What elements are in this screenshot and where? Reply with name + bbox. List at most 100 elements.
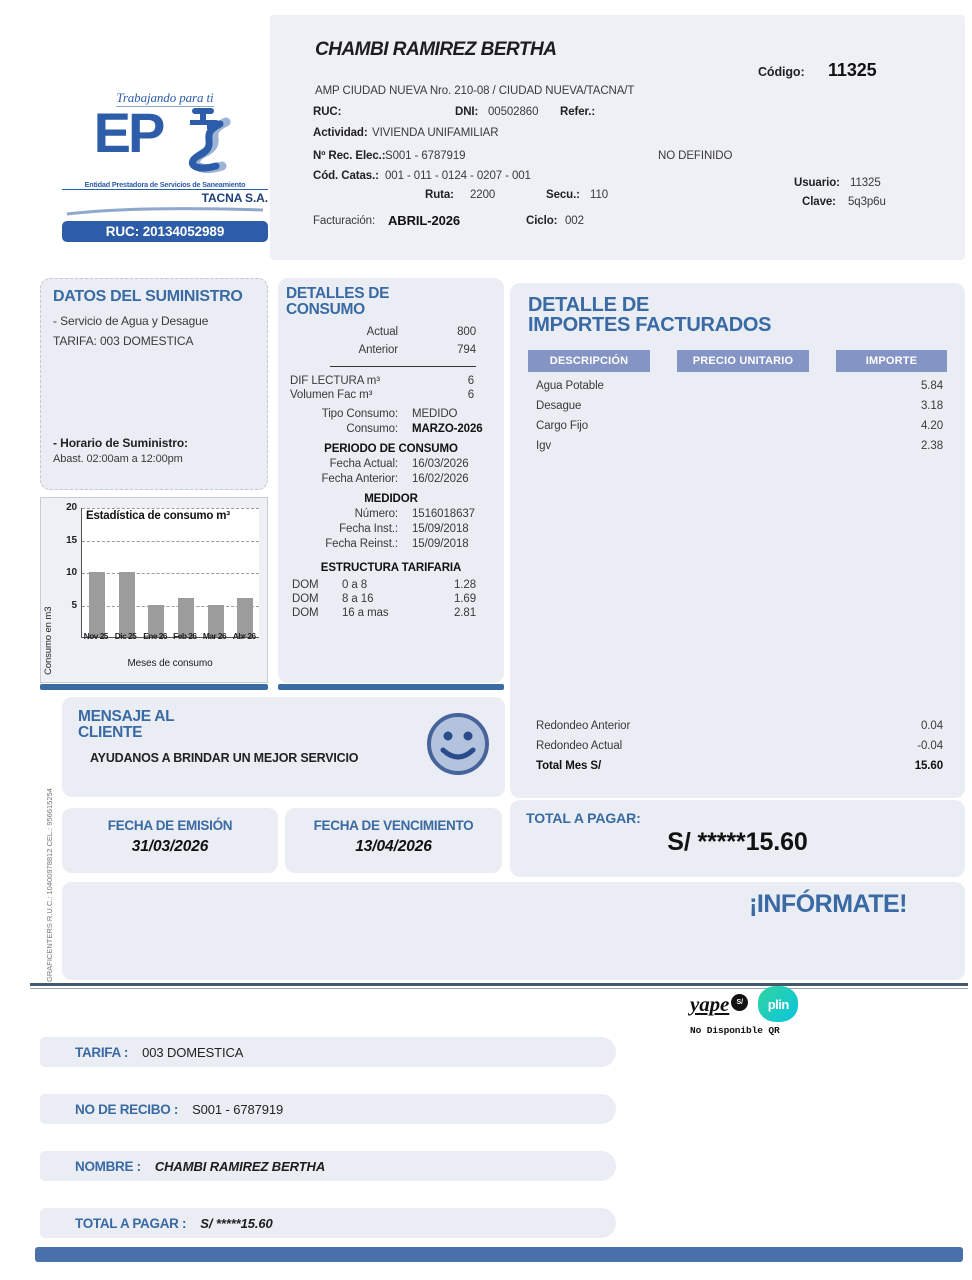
actual-value: 800	[457, 325, 476, 338]
fecha-inst-label: Fecha Inst.:	[339, 522, 398, 535]
column-precio-unitario: PRECIO UNITARIO	[677, 349, 809, 372]
chart-category-label: Mar 26	[202, 631, 227, 641]
dni-label: DNI:	[455, 106, 479, 118]
tipo-consumo-value: MEDIDO	[412, 407, 458, 420]
importes-title-line2: IMPORTES FACTURADOS	[528, 314, 772, 337]
consumo-title-line2: CONSUMO	[286, 300, 365, 318]
column-importe: IMPORTE	[836, 349, 947, 372]
plin-logo: plin	[758, 986, 799, 1022]
total-to-pay-box: TOTAL A PAGAR: S/ *****15.60	[510, 800, 965, 877]
chart-y-tick: 20	[66, 502, 77, 513]
medidor-numero-label: Número:	[354, 507, 399, 520]
importe-desc: Igv	[536, 439, 552, 452]
fecha-actual-value: 16/03/2026	[412, 457, 469, 470]
importe-value: 3.18	[921, 399, 943, 412]
redondeo-anterior-value: 0.04	[921, 720, 943, 732]
dif-lectura-label: DIF LECTURA m³	[290, 374, 380, 387]
tipo-consumo-label: Tipo Consumo:	[321, 407, 398, 420]
chart-bar	[237, 598, 254, 637]
consumption-chart: 5 10 15 20 Estadística de consumo m³ Consum…	[40, 497, 268, 683]
secu-label: Secu.:	[546, 189, 580, 201]
volumen-value: 6	[467, 388, 474, 401]
supply-horario-label: - Horario de Suministro:	[53, 436, 188, 451]
billed-amounts-panel: DETALLE DE IMPORTES FACTURADOS DESCRIPCI…	[510, 283, 965, 798]
eps-wordmark: EP	[62, 101, 268, 180]
ciclo-value: 002	[565, 215, 584, 227]
tariff-price: 1.28	[454, 578, 476, 591]
consumption-details-panel: DETALLES DE CONSUMO Actual 800 Anterior …	[278, 278, 504, 683]
tariff-price: 1.69	[454, 592, 476, 605]
importes-table-header: DESCRIPCIÓN PRECIO UNITARIO IMPORTE	[528, 349, 947, 372]
volumen-label: Volumen Fac m³	[290, 388, 373, 401]
due-date-box: FECHA DE VENCIMIENTO 13/04/2026	[285, 808, 502, 873]
tariff-category: DOM	[292, 606, 319, 619]
total-to-pay-label: TOTAL A PAGAR:	[526, 810, 641, 826]
stub-row-value: CHAMBI RAMIREZ BERTHA	[154, 1158, 326, 1174]
total-mes-label: Total Mes S/	[536, 760, 602, 772]
clave-value: 5q3p6u	[848, 196, 886, 208]
supply-panel-title: DATOS DEL SUMINISTRO	[53, 288, 243, 305]
total-mes-value: 15.60	[914, 760, 943, 772]
mensaje-title-line1: MENSAJE AL	[78, 708, 175, 725]
actividad-value: VIVIENDA UNIFAMILIAR	[372, 127, 499, 139]
logo-subtitle: Entidad Prestadora de Servicios de Sanea…	[84, 180, 246, 189]
secu-value: 110	[590, 189, 609, 201]
chart-category-label: Ene 26	[143, 631, 168, 641]
usuario-label: Usuario:	[794, 177, 840, 189]
redondeo-actual-label: Redondeo Actual	[536, 740, 623, 752]
company-ruc-bar: RUC: 20134052989	[62, 221, 268, 242]
customer-message-panel: MENSAJE AL CLIENTE AYUDANOS A BRINDAR UN…	[62, 697, 505, 797]
stub-row-label: NOMBRE :	[75, 1158, 141, 1174]
tariff-range: 16 a mas	[342, 606, 389, 619]
estructura-section-title: ESTRUCTURA TARIFARIA	[320, 561, 462, 574]
tariff-row: DOM 16 a mas 2.81	[278, 607, 504, 619]
tariff-row: DOM 0 a 8 1.28	[278, 579, 504, 591]
ruta-value: 2200	[470, 189, 496, 201]
ruta-label: Ruta:	[425, 189, 454, 201]
tear-off-divider	[30, 983, 968, 989]
logo-tagline: Trabajando para ti	[116, 90, 214, 107]
tariff-row: DOM 8 a 16 1.69	[278, 593, 504, 605]
stub-row-value: S001 - 6787919	[192, 1101, 284, 1117]
supply-data-panel: DATOS DEL SUMINISTRO - Servicio de Agua …	[40, 278, 268, 490]
catas-value: 001 - 011 - 0124 - 0207 - 001	[385, 170, 531, 182]
stub-row-label: NO DE RECIBO :	[75, 1101, 179, 1117]
mensaje-title-line2: CLIENTE	[78, 723, 143, 741]
refer-label: Refer.:	[560, 106, 596, 118]
supply-service-line: - Servicio de Agua y Desague	[53, 314, 209, 329]
chart-y-tick: 5	[71, 599, 78, 611]
fecha-anterior-label: Fecha Anterior:	[321, 472, 399, 485]
consumo-title-line1: DETALLES DE	[286, 285, 390, 302]
importe-value: 4.20	[921, 419, 943, 432]
importes-spacer	[528, 452, 947, 712]
tariff-range: 0 a 8	[342, 578, 368, 591]
no-definido: NO DEFINIDO	[658, 150, 733, 162]
stub-row-label: TOTAL A PAGAR :	[75, 1215, 187, 1231]
company-logo: Trabajando para ti EP Entidad Prestadora…	[62, 90, 268, 242]
bottom-blue-bar	[35, 1247, 963, 1262]
tariff-price: 2.81	[454, 606, 476, 619]
due-date-value: 13/04/2026	[355, 838, 432, 855]
stub-row-value: 003 DOMESTICA	[142, 1044, 244, 1060]
chart-bar	[118, 572, 135, 637]
fecha-reinst-label: Fecha Reinst.:	[325, 537, 398, 550]
chart-bar	[88, 572, 105, 637]
informate-text: ¡INFÓRMATE!	[749, 890, 907, 918]
importe-row: Desague 3.18	[528, 400, 947, 412]
stub-row: TOTAL A PAGAR : S/ *****15.60	[40, 1208, 616, 1238]
total-to-pay-value: S/ *****15.60	[667, 828, 808, 856]
supply-tarifa-line: TARIFA: 003 DOMESTICA	[53, 334, 194, 349]
clave-label: Clave:	[802, 196, 836, 208]
actual-label: Actual	[366, 325, 398, 338]
fecha-inst-value: 15/09/2018	[412, 522, 469, 535]
wave-swoosh-icon	[66, 207, 264, 216]
yape-sol-badge: S/	[731, 993, 749, 1011]
chart-category-label: Abr 26	[232, 631, 256, 641]
printer-credit-vertical-text: GRAFICENTERS R.U.C.: 10400978812 CEL.: 9…	[45, 788, 54, 982]
eps-letters: EP	[93, 101, 166, 164]
left-column-underline	[40, 684, 268, 690]
catas-label: Cód. Catas.:	[313, 170, 379, 182]
payment-methods: yape S/ plin No Disponible QR	[690, 986, 830, 1036]
reading-divider	[330, 365, 476, 367]
importes-rows: Agua Potable 5.84 Desague 3.18 Cargo Fijo 4.2…	[528, 372, 947, 452]
